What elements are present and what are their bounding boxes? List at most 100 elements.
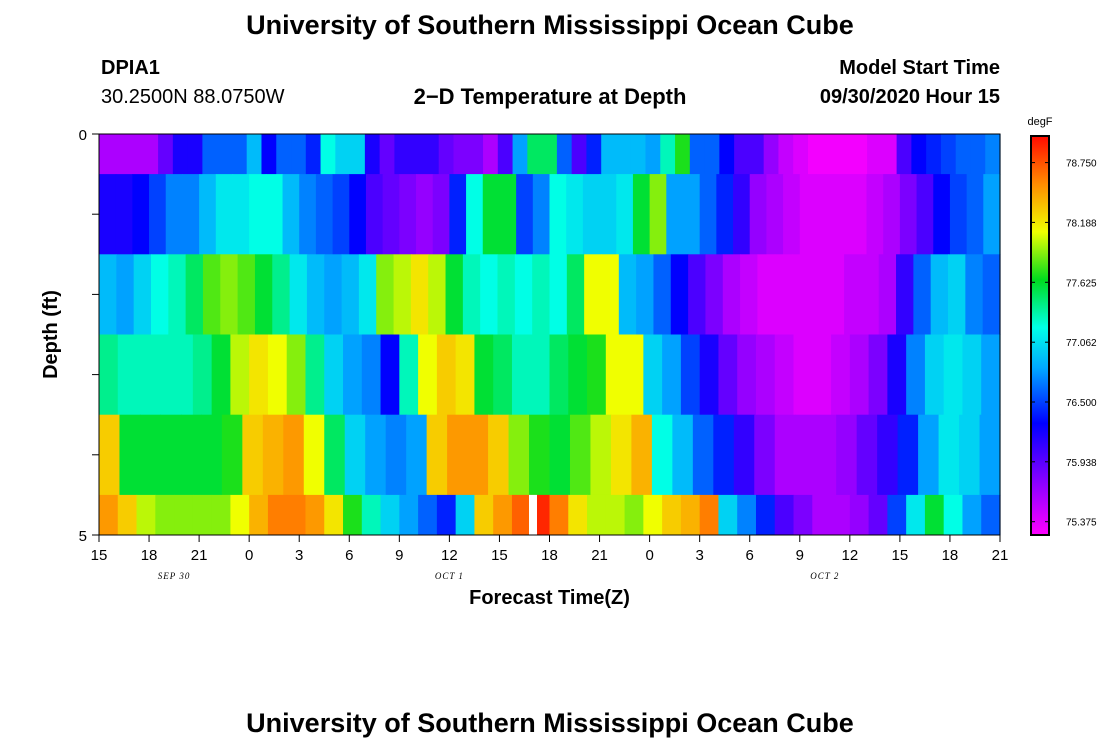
x-date-label: OCT 2 (810, 571, 839, 581)
heatmap-cell (887, 334, 907, 416)
heatmap-cell (453, 134, 469, 175)
x-tick-label: 15 (491, 547, 508, 564)
heatmap-cell (940, 134, 957, 175)
x-tick-label: 9 (796, 547, 804, 564)
heatmap-cell (566, 174, 584, 255)
heatmap-cell (158, 134, 174, 175)
heatmap-cell (849, 494, 870, 536)
heatmap-cell (493, 334, 513, 416)
heatmap-cell (636, 254, 655, 335)
heatmap-cell (232, 174, 250, 255)
heatmap-cell (549, 254, 568, 335)
heatmap-cell (136, 334, 156, 416)
colorbar-tick-label: 78.750 (1066, 159, 1097, 170)
heatmap-cell (432, 174, 450, 255)
heatmap-cell (462, 254, 481, 335)
x-tick-label: 3 (695, 547, 703, 564)
x-date-label: OCT 1 (435, 571, 464, 581)
heatmap-cell (966, 174, 984, 255)
heatmap-cell (651, 414, 673, 496)
heatmap-cell (530, 334, 551, 416)
heatmap-cell (493, 494, 513, 536)
heatmap-cell (955, 134, 972, 175)
colorbar (1030, 135, 1050, 536)
model-start-label: Model Start Time (839, 57, 1000, 79)
heatmap-cell (115, 174, 133, 255)
heatmap-cell (549, 174, 567, 255)
heatmap-cell (737, 334, 757, 416)
y-axis-title: Depth (ft) (40, 290, 62, 379)
heatmap-cell (231, 134, 248, 175)
heatmap-cell (202, 134, 218, 175)
heatmap-cell (335, 134, 351, 175)
heatmap-cell (926, 134, 942, 175)
heatmap-cell (938, 414, 960, 496)
heatmap-cell (568, 494, 588, 536)
heatmap-cell (718, 494, 738, 536)
heatmap-cell (324, 334, 344, 416)
heatmap-cell (399, 334, 419, 416)
heatmap-cell (409, 134, 425, 175)
heatmap-cell (428, 254, 447, 335)
heatmap-cell (276, 134, 292, 175)
heatmap-cell (774, 494, 795, 536)
heatmap-cell (418, 334, 438, 416)
heatmap-cell (305, 134, 322, 175)
heatmap-cell (267, 494, 288, 536)
heatmap-cell (688, 254, 707, 335)
heatmap-cell (516, 174, 534, 255)
heatmap-cell (365, 174, 384, 255)
x-tick-label: 0 (645, 547, 653, 564)
heatmap-cell (289, 254, 308, 335)
heatmap-cell (180, 414, 202, 496)
heatmap-cell (455, 334, 476, 416)
heatmap-cell (849, 334, 870, 416)
heatmap-cell (343, 334, 363, 416)
x-tick-label: 0 (245, 547, 253, 564)
heatmap-cell (199, 174, 217, 255)
x-axis-title: Forecast Time(Z) (469, 587, 630, 609)
heatmap-cell (376, 254, 395, 335)
heatmap-cell (286, 494, 307, 536)
heatmap-cell (185, 254, 204, 335)
heatmap-cell (299, 174, 317, 255)
heatmap-cell (601, 254, 620, 335)
heatmap-cell (267, 334, 288, 416)
x-tick-label: 9 (395, 547, 403, 564)
heatmap-cell (549, 494, 569, 536)
heatmap-cell (680, 334, 701, 416)
heatmap-cell (632, 174, 651, 255)
heatmap-cell (527, 134, 543, 175)
heatmap-cell (242, 414, 264, 496)
heatmap-cell (364, 134, 381, 175)
heatmap-cell (666, 174, 684, 255)
heatmap-cell (943, 494, 964, 536)
heatmap-cell (970, 134, 986, 175)
heatmap-cell (590, 414, 612, 496)
heatmap-cell (254, 254, 273, 335)
heatmap-cell (587, 334, 607, 416)
heatmap-cell (983, 174, 1001, 255)
heatmap-cell (99, 174, 117, 255)
heatmap-cell (722, 254, 741, 335)
heatmap-cell (568, 334, 588, 416)
heatmap-cell (705, 254, 724, 335)
heatmap-cell (172, 134, 189, 175)
heatmap-cell (511, 334, 532, 416)
heatmap-cell (283, 414, 305, 496)
x-tick-label: 18 (541, 547, 558, 564)
heatmap-cell (766, 174, 784, 255)
heatmap-cell (924, 334, 945, 416)
heatmap-cell (733, 414, 755, 496)
heatmap-cell (778, 134, 794, 175)
heatmap-cell (556, 134, 573, 175)
heatmap-cell (774, 334, 795, 416)
heatmap-cell (246, 134, 263, 175)
heatmap-cell (582, 174, 601, 255)
heatmap-cell (630, 134, 647, 175)
heatmap-cell (660, 134, 676, 175)
heatmap-cell (128, 134, 144, 175)
heatmap-cell (272, 254, 291, 335)
heatmap-cell (139, 414, 162, 496)
heatmap-cell (436, 494, 457, 536)
